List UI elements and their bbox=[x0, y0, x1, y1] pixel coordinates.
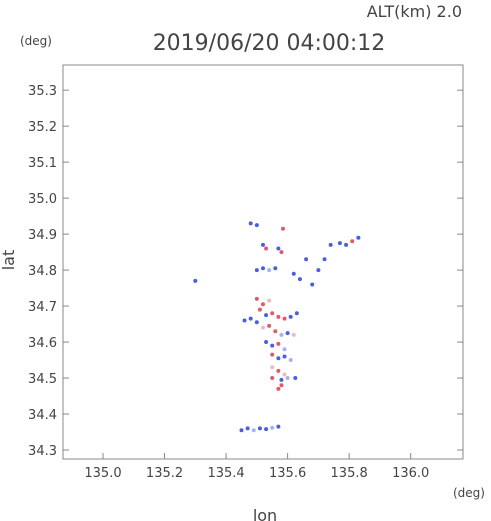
lightning-point bbox=[261, 302, 265, 307]
lightning-point bbox=[281, 226, 285, 231]
x-tick-label: 135.4 bbox=[207, 466, 244, 481]
x-axis-label: lon bbox=[253, 506, 277, 521]
chart-title: 2019/06/20 04:00:12 bbox=[153, 31, 386, 56]
lightning-point bbox=[242, 318, 247, 323]
y-tick-label: 35.0 bbox=[28, 192, 57, 207]
lightning-point bbox=[267, 268, 272, 273]
lightning-point bbox=[270, 352, 275, 357]
lightning-point bbox=[254, 320, 259, 325]
lightning-point bbox=[288, 314, 293, 319]
x-tick-label: 135.8 bbox=[331, 466, 368, 481]
lightning-point bbox=[288, 358, 293, 363]
lightning-point bbox=[282, 354, 287, 359]
lightning-point bbox=[261, 266, 265, 271]
lightning-point bbox=[267, 323, 272, 328]
lightning-point bbox=[282, 316, 287, 321]
lightning-point bbox=[257, 307, 262, 312]
lightning-point bbox=[261, 325, 265, 330]
lightning-point bbox=[261, 242, 265, 247]
lightning-point bbox=[328, 242, 333, 247]
lightning-point bbox=[276, 368, 281, 373]
lightning-point bbox=[273, 266, 278, 271]
lightning-point bbox=[322, 257, 327, 262]
lightning-point bbox=[270, 343, 275, 348]
lightning-point bbox=[294, 311, 299, 316]
lightning-point bbox=[276, 424, 281, 429]
y-tick-label: 34.5 bbox=[28, 372, 57, 387]
lightning-point bbox=[304, 257, 309, 262]
y-tick-label: 35.2 bbox=[28, 120, 57, 135]
lightning-point bbox=[285, 376, 290, 381]
lightning-point bbox=[251, 428, 256, 433]
x-tick-label: 135.2 bbox=[146, 466, 183, 481]
lightning-point bbox=[257, 426, 262, 431]
lightning-point bbox=[285, 331, 290, 336]
x-unit-label: (deg) bbox=[453, 486, 485, 500]
lightning-point bbox=[282, 347, 287, 352]
lightning-point bbox=[276, 356, 281, 361]
x-tick-label: 135.6 bbox=[269, 466, 306, 481]
y-tick-label: 35.3 bbox=[28, 84, 57, 99]
lightning-point bbox=[273, 329, 278, 334]
lightning-point bbox=[282, 372, 287, 377]
lightning-point bbox=[279, 383, 284, 388]
lightning-point bbox=[356, 235, 361, 240]
lightning-point bbox=[248, 221, 253, 226]
altitude-label: ALT(km) 2.0 bbox=[367, 2, 462, 21]
lightning-point bbox=[276, 246, 281, 251]
lightning-point bbox=[248, 316, 253, 321]
lightning-point bbox=[245, 426, 250, 431]
lightning-point bbox=[264, 340, 269, 345]
lightning-point bbox=[193, 278, 198, 283]
y-unit-label: (deg) bbox=[20, 34, 52, 48]
lightning-point bbox=[293, 376, 298, 381]
lightning-point bbox=[264, 427, 269, 432]
x-tick-label: 135.0 bbox=[84, 466, 121, 481]
lightning-point bbox=[276, 386, 281, 391]
lightning-point bbox=[264, 313, 269, 318]
lightning-point bbox=[254, 296, 259, 301]
lightning-point bbox=[270, 311, 275, 316]
lightning-point bbox=[267, 298, 272, 303]
lightning-point bbox=[350, 239, 355, 244]
lightning-point bbox=[297, 277, 302, 282]
lightning-point bbox=[344, 242, 349, 247]
lightning-point bbox=[276, 341, 281, 346]
lightning-point bbox=[279, 332, 284, 337]
lightning-point bbox=[337, 241, 342, 246]
y-tick-label: 34.3 bbox=[28, 444, 57, 459]
lightning-point bbox=[270, 376, 275, 381]
y-tick-label: 34.8 bbox=[28, 264, 57, 279]
lightning-point bbox=[270, 425, 275, 430]
lightning-point bbox=[264, 246, 269, 251]
lightning-point bbox=[239, 428, 244, 433]
x-tick-label: 136.0 bbox=[392, 466, 429, 481]
lightning-point bbox=[310, 282, 315, 287]
lightning-point bbox=[291, 271, 296, 276]
lightning-point bbox=[276, 314, 281, 319]
lightning-point bbox=[254, 223, 259, 228]
plot-frame bbox=[62, 64, 464, 460]
lightning-point bbox=[279, 250, 284, 255]
y-tick-label: 34.9 bbox=[28, 228, 57, 243]
lightning-point bbox=[316, 268, 321, 273]
lightning-point bbox=[279, 377, 284, 382]
y-axis-label: lat bbox=[0, 250, 18, 271]
y-tick-label: 35.1 bbox=[28, 156, 57, 171]
y-tick-label: 34.6 bbox=[28, 336, 57, 351]
lightning-point bbox=[270, 365, 275, 370]
y-tick-label: 34.7 bbox=[28, 300, 57, 315]
lightning-point bbox=[254, 268, 259, 273]
lightning-point bbox=[291, 332, 296, 337]
y-tick-label: 34.4 bbox=[28, 408, 57, 423]
